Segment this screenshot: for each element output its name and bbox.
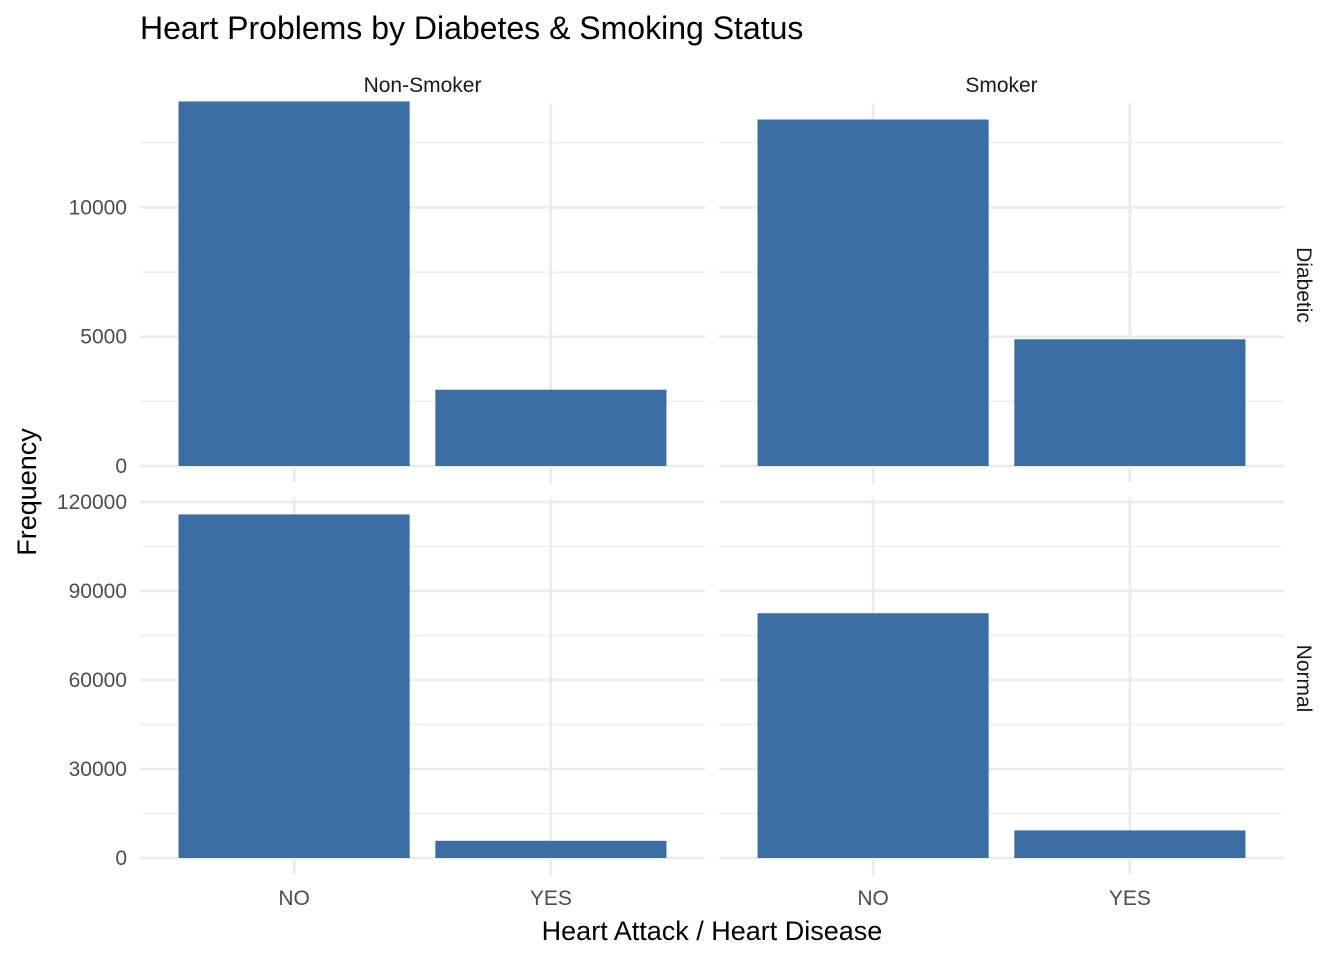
bar-yes — [1014, 339, 1246, 466]
facet-row-label: Diabetic — [1292, 247, 1315, 323]
x-tick-label: YES — [530, 887, 572, 910]
facet-row-label: Normal — [1292, 645, 1315, 713]
bar-yes — [435, 840, 667, 858]
x-tick-label: NO — [278, 887, 310, 910]
chart-title: Heart Problems by Diabetes & Smoking Sta… — [140, 10, 803, 46]
y-tick-label: 90000 — [69, 580, 127, 603]
y-axis-title: Frequency — [12, 428, 42, 556]
y-tick-label: 0 — [115, 455, 127, 478]
bar-no — [757, 613, 989, 858]
x-tick-label: NO — [857, 887, 889, 910]
bar-no — [178, 101, 410, 467]
y-tick-label: 10000 — [69, 196, 127, 219]
y-tick-label: 120000 — [57, 491, 127, 514]
facet-column-label: Smoker — [965, 74, 1037, 97]
x-tick-label: YES — [1109, 887, 1151, 910]
y-tick-label: 30000 — [69, 758, 127, 781]
bar-no — [757, 119, 989, 466]
bar-no — [178, 514, 410, 858]
y-tick-label: 5000 — [80, 326, 127, 349]
facet-column-label: Non-Smoker — [364, 74, 482, 97]
y-tick-label: 60000 — [69, 669, 127, 692]
x-axis-title: Heart Attack / Heart Disease — [542, 916, 883, 946]
bar-yes — [1014, 830, 1246, 858]
bar-yes — [435, 389, 667, 466]
y-tick-label: 0 — [115, 847, 127, 870]
facet-panels: 0 5000 10000 Non-Smoker Smoker Diabetic 0 30000… — [57, 74, 1315, 910]
